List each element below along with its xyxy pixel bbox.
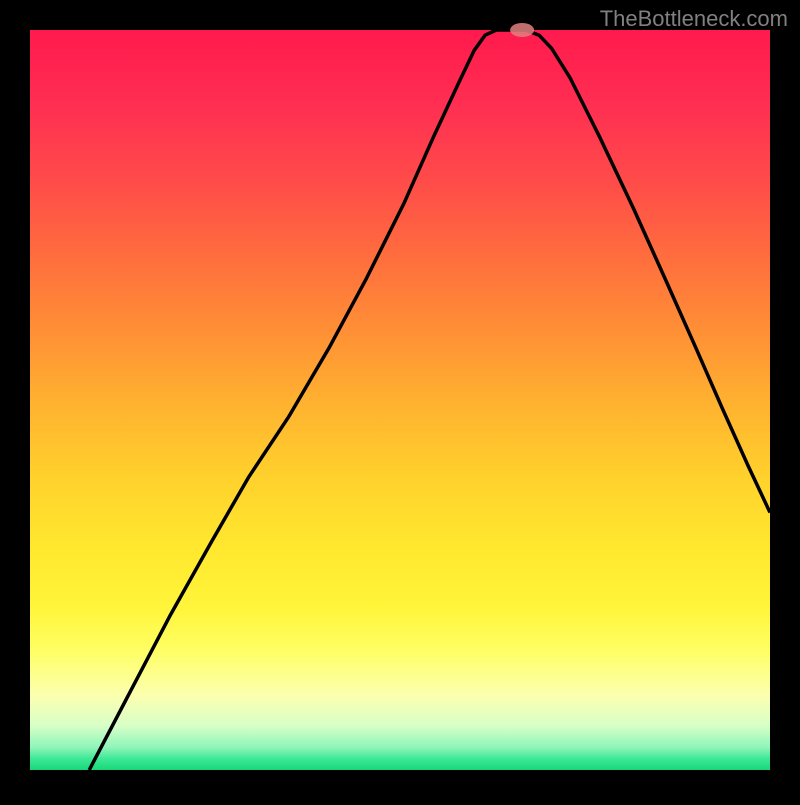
optimal-point-marker [510,23,534,37]
bottleneck-chart [0,0,800,800]
watermark-text: TheBottleneck.com [600,6,788,32]
chart-svg [0,0,800,800]
plot-background [30,30,770,770]
